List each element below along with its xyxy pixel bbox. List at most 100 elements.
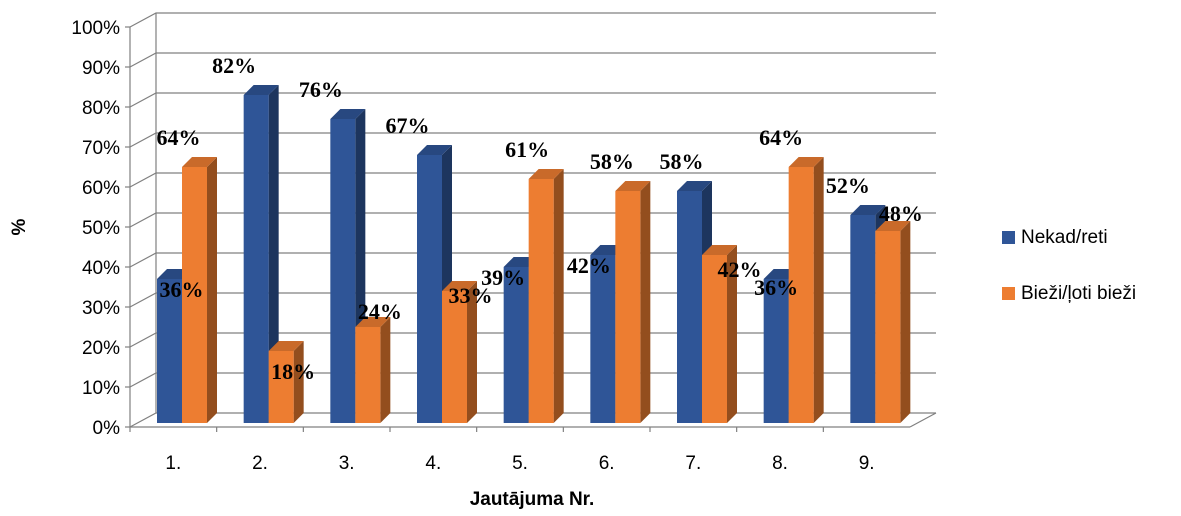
bar-side	[640, 181, 651, 423]
bars	[157, 85, 911, 423]
gridline	[129, 12, 936, 28]
bar-top	[268, 341, 304, 351]
data-label: 36%	[160, 277, 204, 302]
grid	[125, 12, 937, 432]
data-label: 82%	[212, 53, 256, 78]
bar-side	[268, 85, 279, 423]
bar	[243, 85, 279, 423]
bar-front	[355, 327, 381, 423]
bar-side	[900, 221, 911, 423]
x-tick-label: 8.	[772, 453, 788, 474]
legend-label-biezi: Bieži/ļoti bieži	[1021, 283, 1136, 304]
data-label: 18%	[271, 359, 315, 384]
data-label: 64%	[759, 125, 803, 150]
bar	[182, 157, 217, 423]
legend: Nekad/reti Bieži/ļoti bieži	[1002, 227, 1136, 304]
bar-front	[330, 119, 356, 423]
bar-side	[727, 245, 737, 423]
bar	[875, 221, 911, 423]
bar-side	[467, 281, 477, 423]
y-tick-label: 0%	[93, 418, 121, 439]
bar-top	[615, 181, 651, 191]
bar	[268, 341, 304, 423]
y-tick-label: 50%	[82, 218, 120, 239]
bar-front	[503, 267, 529, 423]
bar	[615, 181, 651, 423]
bar-top	[417, 145, 452, 155]
bar-front	[268, 351, 294, 423]
data-label: 33%	[449, 283, 493, 308]
data-label: 24%	[358, 299, 402, 324]
data-label: 42%	[567, 253, 611, 278]
y-tick-label: 10%	[82, 378, 120, 399]
legend-swatch-nekad-reti	[1002, 231, 1015, 244]
y-tick-label: 20%	[82, 338, 120, 359]
bar-top	[875, 221, 911, 231]
bar-top	[788, 157, 824, 167]
bar-front	[788, 167, 814, 423]
bar-front	[243, 95, 269, 423]
data-label: 58%	[660, 149, 704, 174]
bar-side	[207, 157, 217, 423]
bar-top	[442, 281, 477, 291]
data-label: 64%	[157, 125, 201, 150]
bar-front	[615, 191, 641, 423]
y-tick-label: 90%	[82, 58, 120, 79]
bar	[528, 169, 564, 423]
x-tick-label: 2.	[252, 453, 268, 474]
data-label: 48%	[879, 201, 923, 226]
data-label: 42%	[718, 257, 762, 282]
bar-front	[417, 155, 442, 423]
bar-side	[380, 317, 391, 423]
bar-top	[677, 181, 712, 191]
legend-swatch-biezi	[1002, 287, 1015, 300]
data-label: 76%	[299, 77, 343, 102]
data-label: 58%	[590, 149, 634, 174]
bar-front	[590, 255, 616, 423]
legend-label-nekad-reti: Nekad/reti	[1021, 227, 1108, 248]
bar-top	[330, 109, 366, 119]
bar-side	[553, 169, 564, 423]
y-axis-ticks: 0% 10% 20% 30% 40% 50% 60% 70% 80% 90% 100%	[71, 18, 120, 439]
data-label: 67%	[386, 113, 430, 138]
bar	[355, 317, 391, 423]
x-tick-label: 4.	[425, 453, 441, 474]
bar-front	[157, 279, 182, 423]
bar-top	[702, 245, 737, 255]
x-tick-label: 1.	[165, 453, 181, 474]
x-tick-label: 9.	[859, 453, 875, 474]
y-tick-label: 100%	[71, 18, 120, 39]
bar-front	[677, 191, 702, 423]
bar-top	[528, 169, 564, 179]
data-label: 39%	[481, 265, 525, 290]
x-tick-label: 3.	[339, 453, 355, 474]
data-label: 52%	[826, 173, 870, 198]
x-tick-label: 7.	[685, 453, 701, 474]
x-tick-label: 6.	[599, 453, 615, 474]
bar-top	[182, 157, 217, 167]
bar-front	[182, 167, 207, 423]
y-tick-label: 70%	[82, 138, 120, 159]
data-label: 36%	[754, 275, 798, 300]
bar-front	[875, 231, 901, 423]
bar-top	[243, 85, 279, 95]
bar-front	[528, 179, 554, 423]
data-label: 61%	[505, 137, 549, 162]
bar-front	[442, 291, 467, 423]
x-axis-ticks: 1. 2. 3. 4. 5. 6. 7. 8. 9.	[165, 453, 874, 474]
x-axis-title: Jautājuma Nr.	[470, 489, 595, 510]
x-tick-label: 5.	[512, 453, 528, 474]
data-labels: 36% 64% 82% 18% 76% 24% 67% 33%39% 61% 42% 58% 58% 4…	[157, 53, 923, 384]
y-axis-title: %	[9, 218, 30, 235]
bar	[442, 281, 477, 423]
bar-top	[355, 317, 391, 327]
y-tick-label: 30%	[82, 298, 120, 319]
bar-side	[813, 157, 824, 423]
y-tick-label: 60%	[82, 178, 120, 199]
floor-right-edge	[909, 412, 937, 428]
bar-side	[293, 341, 304, 423]
bar	[702, 245, 737, 423]
bar-top	[850, 205, 886, 215]
bar-front	[702, 255, 727, 423]
